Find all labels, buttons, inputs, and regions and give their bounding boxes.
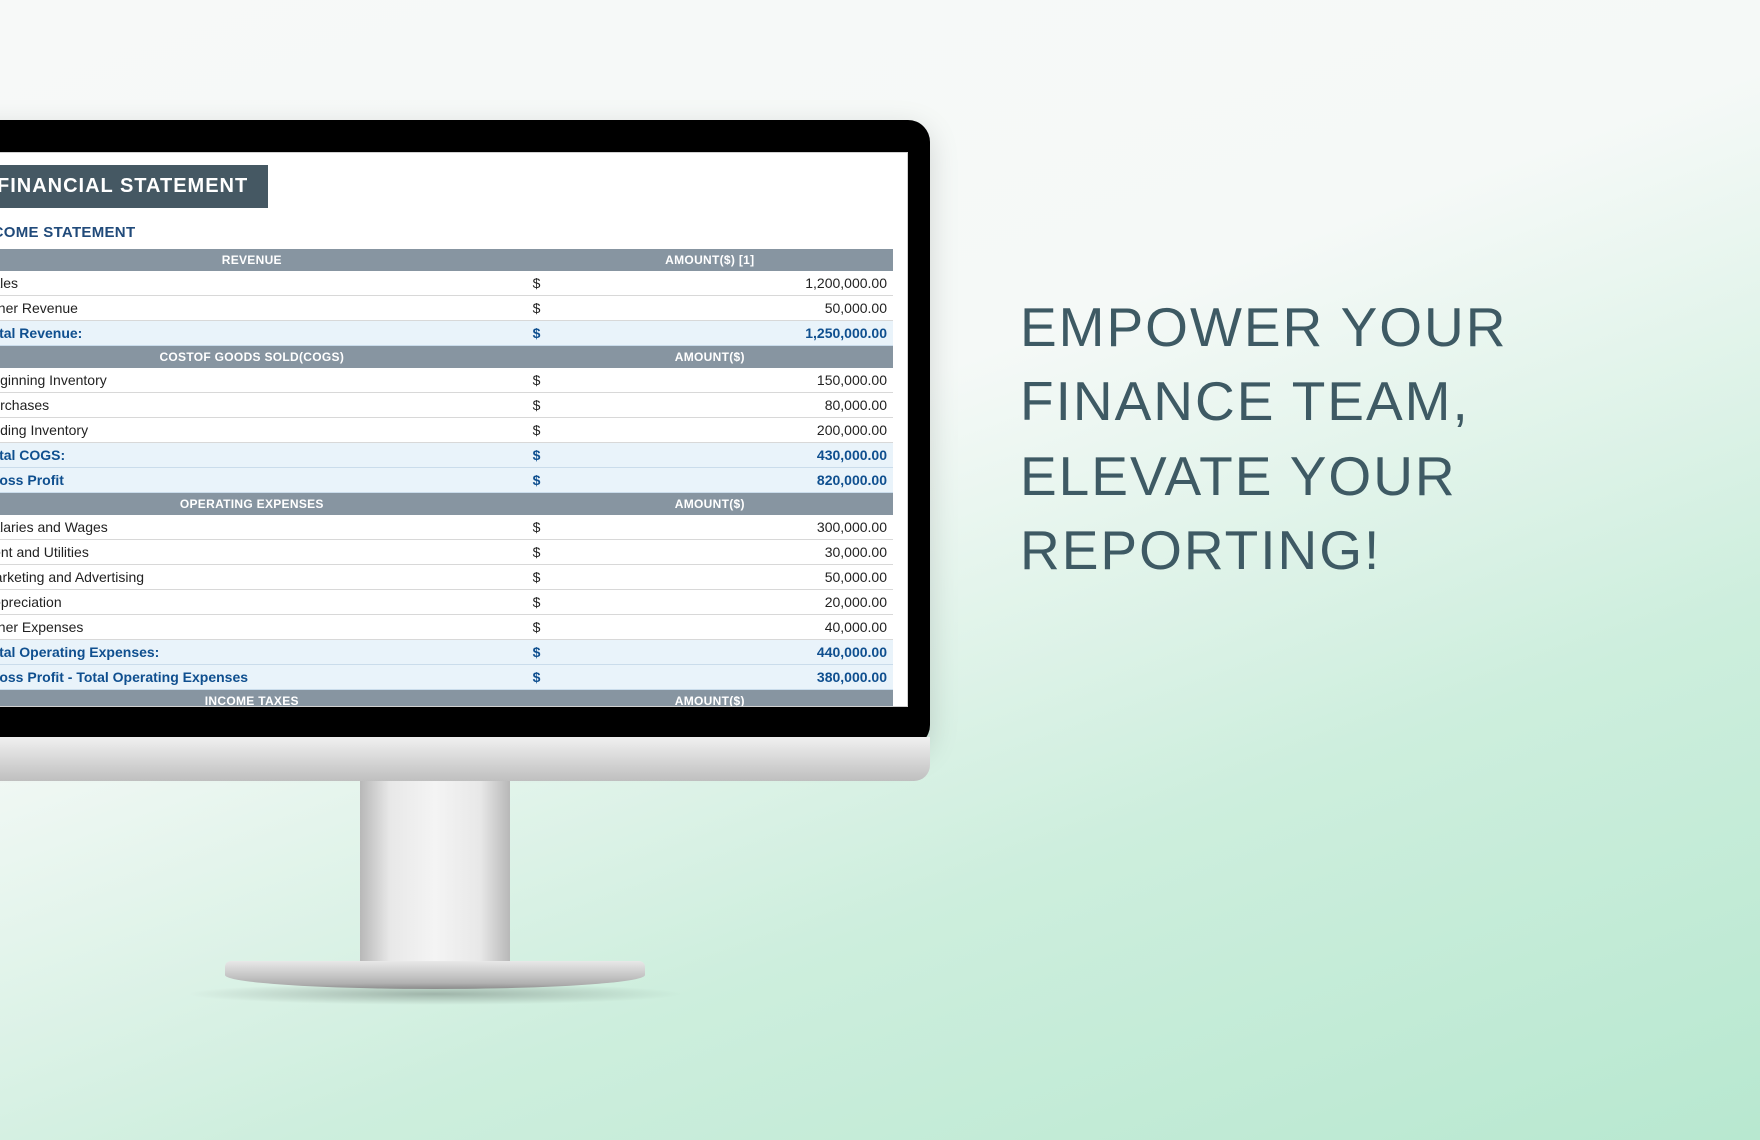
row-currency: $ — [527, 296, 573, 321]
table-row: Rent and Utilities$30,000.00 — [0, 540, 893, 565]
table-row: Beginning Inventory$150,000.00 — [0, 368, 893, 393]
row-label: Rent and Utilities — [0, 540, 527, 565]
total-row: Gross Profit$820,000.00 — [0, 468, 893, 493]
total-currency: $ — [527, 321, 573, 346]
row-currency: $ — [527, 515, 573, 540]
section-header-left: REVENUE — [0, 249, 527, 271]
row-label: Beginning Inventory — [0, 368, 527, 393]
section-header-right: AMOUNT($) — [527, 493, 893, 516]
row-amount: 40,000.00 — [572, 615, 893, 640]
total-row: Gross Profit - Total Operating Expenses$… — [0, 665, 893, 690]
row-label: Marketing and Advertising — [0, 565, 527, 590]
section-header-left: OPERATING EXPENSES — [0, 493, 527, 516]
monitor-bezel: FINANCIAL STATEMENT INCOME STATEMENT REV… — [0, 120, 930, 747]
monitor-stand-shadow — [185, 983, 685, 1005]
row-label: Ending Inventory — [0, 418, 527, 443]
row-label: Other Expenses — [0, 615, 527, 640]
table-row: Ending Inventory$200,000.00 — [0, 418, 893, 443]
statement-subtitle: INCOME STATEMENT — [0, 224, 893, 241]
table-row: Purchases$80,000.00 — [0, 393, 893, 418]
row-currency: $ — [527, 565, 573, 590]
row-amount: 300,000.00 — [572, 515, 893, 540]
total-amount: 380,000.00 — [572, 665, 893, 690]
total-amount: 1,250,000.00 — [572, 321, 893, 346]
total-row: Total COGS:$430,000.00 — [0, 443, 893, 468]
row-currency: $ — [527, 615, 573, 640]
row-label: Salaries and Wages — [0, 515, 527, 540]
row-label: Purchases — [0, 393, 527, 418]
section-header-row: COSTOF GOODS SOLD(COGS)AMOUNT($) — [0, 346, 893, 369]
section-header-right: AMOUNT($) — [527, 346, 893, 369]
income-statement-table: REVENUEAMOUNT($) [1]Sales$1,200,000.00Ot… — [0, 249, 893, 707]
section-header-row: OPERATING EXPENSESAMOUNT($) — [0, 493, 893, 516]
section-header-row: REVENUEAMOUNT($) [1] — [0, 249, 893, 271]
monitor-chin — [0, 737, 930, 781]
row-currency: $ — [527, 418, 573, 443]
monitor-screen: FINANCIAL STATEMENT INCOME STATEMENT REV… — [0, 152, 908, 707]
row-label: Sales — [0, 271, 527, 296]
total-label: Gross Profit - Total Operating Expenses — [0, 665, 527, 690]
row-amount: 80,000.00 — [572, 393, 893, 418]
table-row: Other Expenses$40,000.00 — [0, 615, 893, 640]
row-amount: 150,000.00 — [572, 368, 893, 393]
total-currency: $ — [527, 468, 573, 493]
total-label: Total COGS: — [0, 443, 527, 468]
row-amount: 50,000.00 — [572, 565, 893, 590]
row-currency: $ — [527, 368, 573, 393]
table-row: Other Revenue$50,000.00 — [0, 296, 893, 321]
section-header-right: AMOUNT($) [1] — [527, 249, 893, 271]
row-currency: $ — [527, 540, 573, 565]
total-label: Gross Profit — [0, 468, 527, 493]
row-currency: $ — [527, 590, 573, 615]
row-amount: 1,200,000.00 — [572, 271, 893, 296]
total-amount: 440,000.00 — [572, 640, 893, 665]
row-amount: 20,000.00 — [572, 590, 893, 615]
total-currency: $ — [527, 665, 573, 690]
section-header-right: AMOUNT($) — [527, 690, 893, 708]
row-amount: 200,000.00 — [572, 418, 893, 443]
table-row: Depreciation$20,000.00 — [0, 590, 893, 615]
total-currency: $ — [527, 640, 573, 665]
monitor-mockup: FINANCIAL STATEMENT INCOME STATEMENT REV… — [0, 120, 930, 1005]
total-label: Total Revenue: — [0, 321, 527, 346]
table-row: Marketing and Advertising$50,000.00 — [0, 565, 893, 590]
row-label: Other Revenue — [0, 296, 527, 321]
section-header-row: INCOME TAXESAMOUNT($) — [0, 690, 893, 708]
row-currency: $ — [527, 271, 573, 296]
section-header-left: COSTOF GOODS SOLD(COGS) — [0, 346, 527, 369]
total-row: Total Operating Expenses:$440,000.00 — [0, 640, 893, 665]
row-label: Depreciation — [0, 590, 527, 615]
row-amount: 50,000.00 — [572, 296, 893, 321]
row-amount: 30,000.00 — [572, 540, 893, 565]
marketing-tagline: EMPOWER YOUR FINANCE TEAM, ELEVATE YOUR … — [1020, 290, 1660, 587]
section-header-left: INCOME TAXES — [0, 690, 527, 708]
total-currency: $ — [527, 443, 573, 468]
statement-title-badge: FINANCIAL STATEMENT — [0, 165, 268, 208]
table-row: Sales$1,200,000.00 — [0, 271, 893, 296]
total-label: Total Operating Expenses: — [0, 640, 527, 665]
table-row: Salaries and Wages$300,000.00 — [0, 515, 893, 540]
total-amount: 430,000.00 — [572, 443, 893, 468]
row-currency: $ — [527, 393, 573, 418]
monitor-stand-neck — [360, 781, 510, 961]
total-row: Total Revenue:$1,250,000.00 — [0, 321, 893, 346]
total-amount: 820,000.00 — [572, 468, 893, 493]
